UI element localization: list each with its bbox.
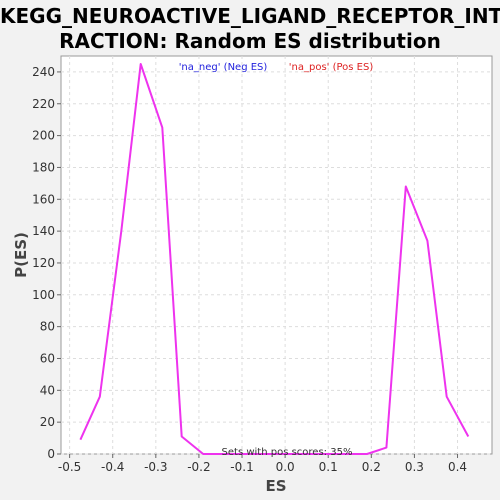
legend-neg: 'na_neg' (Neg ES) [179, 62, 268, 73]
y-tick-label: 0 [47, 447, 55, 461]
grid [61, 56, 492, 455]
x-tick-label: 0.0 [276, 460, 295, 474]
y-tick-label: 160 [32, 192, 55, 206]
y-axis: 0 20 40 60 80 100 120 140 160 180 200 220 240 [32, 65, 61, 461]
x-tick-label: 0.3 [405, 460, 424, 474]
series-line [79, 63, 470, 455]
x-tick-label: -0.2 [187, 460, 210, 474]
plot-area [60, 55, 493, 455]
x-axis-label: ES [265, 477, 286, 495]
y-tick-label: 140 [32, 224, 55, 238]
y-tick-label: 20 [40, 415, 55, 429]
y-tick-label: 180 [32, 160, 55, 174]
legend-pos: 'na_pos' (Pos ES) [289, 62, 374, 73]
x-tick-label: 0.1 [319, 460, 338, 474]
y-tick-label: 240 [32, 65, 55, 79]
y-tick-label: 40 [40, 383, 55, 397]
annotation-pos-scores: Sets with pos scores: 35% [222, 447, 353, 458]
series-group [79, 63, 470, 455]
x-tick-label: 0.4 [448, 460, 467, 474]
y-tick-label: 120 [32, 256, 55, 270]
y-tick-label: 100 [32, 288, 55, 302]
x-tick-label: -0.1 [230, 460, 253, 474]
x-tick-label: -0.3 [144, 460, 167, 474]
y-axis-label: P(ES) [12, 232, 30, 278]
chart-title: KEGG_NEUROACTIVE_LIGAND_RECEPTOR_INTE RA… [0, 4, 500, 53]
y-tick-label: 60 [40, 351, 55, 365]
x-axis: -0.5 -0.4 -0.3 -0.2 -0.1 0.0 0.1 0.2 0.3 0.4 [58, 454, 467, 474]
x-tick-label: 0.2 [362, 460, 381, 474]
x-tick-label: -0.5 [58, 460, 81, 474]
y-tick-label: 220 [32, 97, 55, 111]
y-tick-label: 200 [32, 129, 55, 143]
x-tick-label: -0.4 [101, 460, 124, 474]
y-tick-label: 80 [40, 320, 55, 334]
